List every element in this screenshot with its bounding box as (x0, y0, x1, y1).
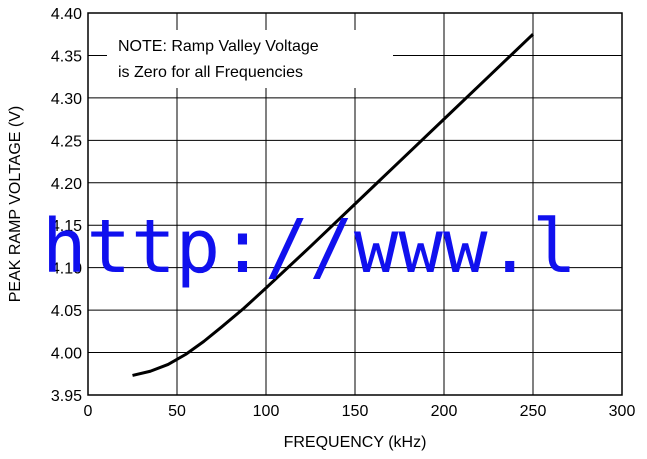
x-tick-label: 50 (168, 403, 186, 420)
y-tick-label: 4.05 (51, 303, 82, 320)
x-tick-label: 250 (520, 403, 547, 420)
y-tick-label: 4.15 (51, 218, 82, 235)
y-tick-label: 4.20 (51, 176, 82, 193)
y-tick-label: 4.30 (51, 91, 82, 108)
watermark: http://www.l (42, 204, 577, 290)
x-tick-label: 0 (84, 403, 93, 420)
note-line: NOTE: Ramp Valley Voltage (118, 38, 319, 55)
note-line: is Zero for all Frequencies (118, 64, 303, 81)
x-axis-label: FREQUENCY (kHz) (284, 434, 427, 451)
x-tick-label: 150 (342, 403, 369, 420)
line-group (132, 33, 535, 377)
y-tick-label: 3.95 (51, 388, 82, 405)
x-tick-label: 200 (431, 403, 458, 420)
y-tick-label: 4.35 (51, 48, 82, 65)
x-tick-label: 100 (253, 403, 280, 420)
y-axis-label: PEAK RAMP VOLTAGE (V) (7, 106, 24, 303)
y-tick-label: 4.25 (51, 133, 82, 150)
x-tick-label: 300 (609, 403, 636, 420)
y-tick-label: 4.40 (51, 6, 82, 23)
note-box (107, 30, 393, 88)
plot-frame (87, 12, 623, 396)
y-tick-label: 4.10 (51, 261, 82, 278)
tick-labels: 3.95 4.00 4.05 4.10 4.15 4.20 4.25 4.30 4.35 4.40… (51, 6, 636, 420)
y-tick-label: 4.00 (51, 346, 82, 363)
data-line (132, 33, 535, 377)
